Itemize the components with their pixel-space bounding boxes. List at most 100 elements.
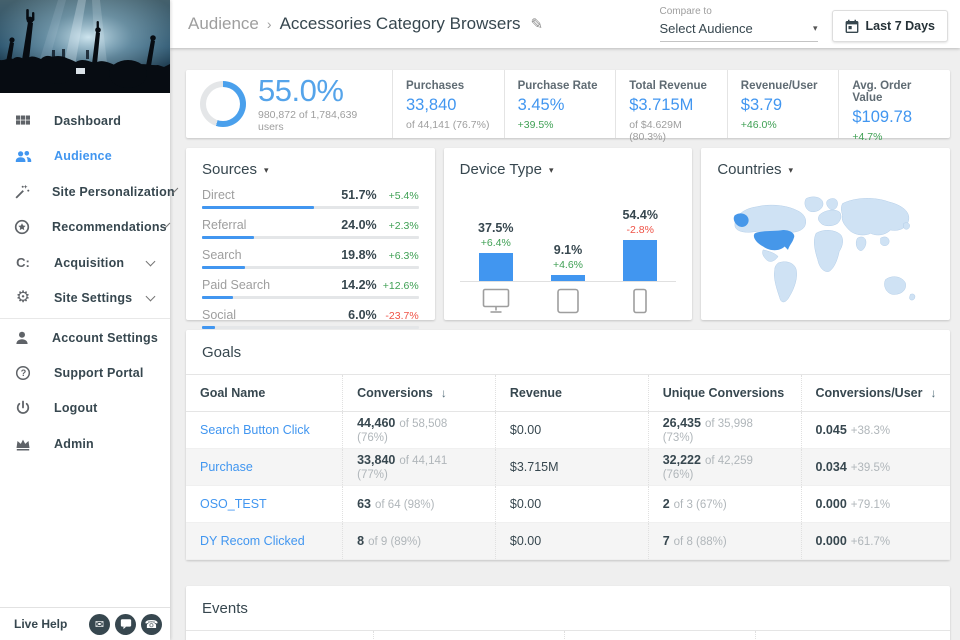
- stat-value: $3.715M: [629, 96, 694, 114]
- conversions-detail: of 58,508 (76%): [357, 418, 448, 444]
- source-row-direct: Direct 51.7% +5.4%: [202, 188, 419, 209]
- sidebar-nav: Dashboard Audience Site Personalization …: [0, 93, 179, 607]
- goals-table: Goal Name Conversions ↓ Revenue Unique Co…: [186, 374, 950, 560]
- date-range-button[interactable]: Last 7 Days: [831, 10, 948, 42]
- sidebar-item-audience[interactable]: Audience: [0, 139, 170, 175]
- rate-delta: +38.3%: [850, 425, 891, 437]
- acquisition-icon: C:: [16, 254, 30, 270]
- stat-delta: +39.5%: [517, 119, 554, 131]
- sidebar-item-support-portal[interactable]: ? Support Portal: [0, 355, 170, 391]
- goal-link[interactable]: OSO_TEST: [200, 497, 267, 511]
- device-type-dropdown[interactable]: Device Type ▾: [460, 161, 554, 178]
- events-col-event-name[interactable]: Event Name: [186, 630, 374, 640]
- edit-title-pencil-icon[interactable]: ✎: [530, 16, 544, 33]
- sidebar-item-label: Account Settings: [52, 331, 158, 345]
- breadcrumb-audience[interactable]: Audience: [188, 14, 259, 33]
- conversions-value: 8: [357, 534, 365, 548]
- sidebar-item-label: Audience: [54, 149, 112, 164]
- rate-value: 0.045: [815, 423, 847, 437]
- source-bar-fill: [202, 206, 315, 209]
- audience-match-detail: 980,872 of 1,784,639 users: [258, 109, 358, 133]
- countries-dropdown[interactable]: Countries ▾: [717, 161, 793, 178]
- sidebar-item-label: Recommendations: [52, 220, 167, 235]
- sidebar-item-acquisition[interactable]: C: Acquisition: [0, 245, 170, 281]
- phone-support-button[interactable]: ☎: [141, 613, 162, 635]
- chat-support-button[interactable]: [115, 613, 136, 635]
- goals-title: Goals: [202, 344, 242, 361]
- sidebar-item-recommendations[interactable]: Recommendations: [0, 210, 171, 246]
- conversions-detail: of 9 (89%): [368, 536, 422, 548]
- usa-highlight: [733, 213, 794, 251]
- rate-delta: +79.1%: [850, 499, 891, 511]
- sidebar-item-site-settings[interactable]: ⚙ Site Settings: [0, 281, 170, 317]
- source-pct: 51.7%: [341, 188, 377, 202]
- conversions-value: 63: [357, 497, 372, 511]
- rate-delta: +61.7%: [850, 536, 891, 548]
- phone-icon: ☎: [144, 618, 159, 631]
- caret-down-icon: ▾: [548, 165, 554, 175]
- events-header-row: Event Name Events Hits↓ Unique Hits Hits…: [186, 630, 950, 640]
- countries-title: Countries: [717, 161, 782, 178]
- conversions-detail: of 44,141 (77%): [357, 455, 448, 481]
- events-col-hits-per-user[interactable]: Hits/User↓: [754, 630, 950, 640]
- concert-crowd-photo: [0, 0, 170, 93]
- goal-link[interactable]: Search Button Click: [200, 423, 310, 437]
- sidebar-item-label: Logout: [54, 401, 98, 416]
- chart-baseline: [459, 281, 677, 282]
- mobile-icon: [604, 288, 676, 314]
- goals-col-goal-name[interactable]: Goal Name: [186, 374, 343, 412]
- source-pct: 6.0%: [348, 308, 377, 322]
- sidebar-item-account-settings[interactable]: Account Settings: [0, 318, 170, 355]
- events-col-unique-hits[interactable]: Unique Hits: [563, 630, 756, 640]
- source-label: Direct: [202, 188, 235, 202]
- stat-value: $3.79: [740, 96, 783, 114]
- revenue-value: $0.00: [509, 423, 542, 437]
- goal-link[interactable]: DY Recom Clicked: [200, 534, 305, 548]
- rate-value: 0.000: [815, 497, 847, 511]
- stat-purchases: Purchases 33,840 of 44,141 (76.7%): [392, 70, 504, 138]
- chevron-down-icon: [145, 256, 156, 267]
- rate-delta: +39.5%: [850, 462, 891, 474]
- source-label: Referral: [202, 218, 247, 232]
- main-area: Audience › Accessories Category Browsers…: [170, 0, 960, 640]
- source-bar-track: [202, 236, 419, 239]
- goals-col-conversions[interactable]: Conversions ↓: [342, 374, 496, 412]
- goals-col-revenue[interactable]: Revenue: [494, 374, 649, 412]
- sidebar-item-label: Admin: [54, 436, 94, 451]
- stat-avg-order-value: Avg. Order Value $109.78 +4.7%: [838, 70, 950, 143]
- goals-col-unique-conversions[interactable]: Unique Conversions: [647, 374, 801, 412]
- device-mobile-column: 54.4% -2.8%: [604, 188, 676, 282]
- goals-header-row: Goal Name Conversions ↓ Revenue Unique Co…: [186, 374, 950, 412]
- sidebar-item-site-personalization[interactable]: Site Personalization: [0, 174, 179, 210]
- sidebar-item-label: Support Portal: [54, 365, 144, 380]
- events-card: Events Event Name Events Hits↓ Unique Hi…: [186, 586, 950, 640]
- sidebar-item-dashboard[interactable]: Dashboard: [0, 103, 170, 139]
- caret-down-icon: ▾: [788, 165, 794, 175]
- desktop-icon: [460, 288, 532, 314]
- device-type-title: Device Type: [459, 161, 542, 178]
- select-audience-dropdown[interactable]: Select Audience ▾: [659, 21, 818, 42]
- source-label: Paid Search: [202, 278, 271, 292]
- unique-conversions-detail: of 42,259 (76%): [662, 455, 753, 481]
- sort-down-icon: ↓: [440, 386, 447, 400]
- compare-to-control: Compare to Select Audience ▾: [659, 6, 818, 42]
- stat-value: 3.45%: [517, 96, 565, 114]
- events-col-events-hits[interactable]: Events Hits↓: [372, 630, 565, 640]
- source-bar-fill: [202, 236, 254, 239]
- email-support-button[interactable]: ✉: [89, 613, 110, 635]
- unique-conversions-value: 7: [662, 534, 670, 548]
- goal-link[interactable]: Purchase: [200, 460, 253, 474]
- sidebar-item-admin[interactable]: Admin: [0, 426, 170, 462]
- sidebar-item-label: Acquisition: [54, 255, 125, 270]
- source-delta: +5.4%: [388, 190, 419, 202]
- goals-col-conversions-per-user[interactable]: Conversions/User ↓: [800, 374, 950, 412]
- person-icon: [14, 330, 30, 346]
- source-bar-fill: [202, 326, 215, 329]
- device-bar: [551, 275, 585, 282]
- device-pct: 37.5%: [478, 221, 514, 236]
- sidebar-item-logout[interactable]: Logout: [0, 391, 170, 427]
- events-title: Events: [202, 600, 248, 617]
- sources-dropdown[interactable]: Sources ▾: [202, 161, 269, 178]
- source-bar-track: [202, 296, 419, 299]
- chat-bubble-icon: [120, 619, 131, 630]
